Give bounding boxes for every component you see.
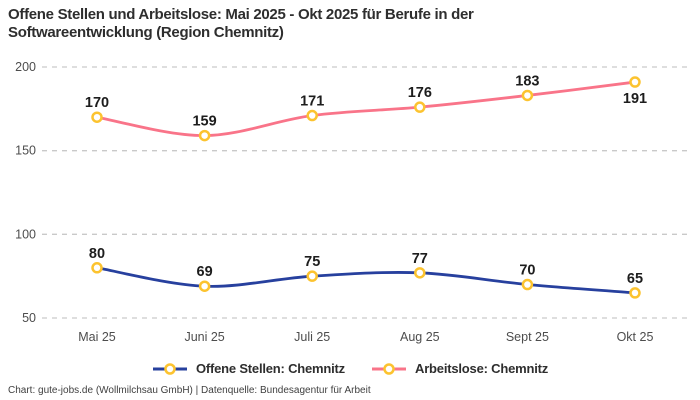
source-attribution: Chart: gute-jobs.de (Wollmilchsau GmbH) … <box>8 385 371 396</box>
legend-swatch-pink-line-icon <box>372 362 406 375</box>
legend: Offene Stellen: Chemnitz Arbeitslose: Ch… <box>0 361 700 376</box>
gridlines <box>42 66 692 319</box>
svg-text:100: 100 <box>15 227 36 241</box>
svg-text:171: 171 <box>300 94 324 110</box>
y-axis-tick-labels: 50 100 150 200 <box>15 60 36 325</box>
svg-text:80: 80 <box>89 246 105 262</box>
svg-text:Aug 25: Aug 25 <box>400 330 440 344</box>
svg-text:77: 77 <box>412 251 428 267</box>
svg-text:69: 69 <box>197 264 213 280</box>
svg-text:159: 159 <box>192 114 216 130</box>
svg-text:191: 191 <box>623 91 647 107</box>
svg-text:170: 170 <box>85 95 109 111</box>
data-point-labels: 80 69 75 77 70 65 170 159 171 176 183 191 <box>85 73 647 286</box>
svg-text:65: 65 <box>627 271 643 287</box>
svg-text:Okt 25: Okt 25 <box>617 330 654 344</box>
svg-text:50: 50 <box>22 311 36 325</box>
svg-text:176: 176 <box>408 85 432 101</box>
chart-title: Offene Stellen und Arbeitslose: Mai 2025… <box>8 6 474 42</box>
svg-text:75: 75 <box>304 254 320 270</box>
svg-text:183: 183 <box>515 73 539 89</box>
svg-text:70: 70 <box>519 263 535 279</box>
svg-text:200: 200 <box>15 60 36 74</box>
legend-item-arbeitslose[interactable]: Arbeitslose: Chemnitz <box>371 361 548 376</box>
series-lines <box>95 80 637 295</box>
svg-text:Juli 25: Juli 25 <box>294 330 330 344</box>
legend-label-arbeitslose: Arbeitslose: Chemnitz <box>415 361 549 376</box>
legend-item-offene-stellen[interactable]: Offene Stellen: Chemnitz <box>152 361 345 376</box>
legend-label-offene-stellen: Offene Stellen: Chemnitz <box>195 361 345 376</box>
svg-text:Sept 25: Sept 25 <box>506 330 549 344</box>
x-axis-tick-labels: Mai 25 Juni 25 Juli 25 Aug 25 Sept 25 Okt 25 <box>78 330 653 344</box>
series-markers <box>91 76 641 299</box>
svg-text:Mai 25: Mai 25 <box>78 330 116 344</box>
svg-text:150: 150 <box>15 144 36 158</box>
legend-swatch-blue-line-icon <box>152 362 187 375</box>
svg-text:Juni 25: Juni 25 <box>184 330 224 344</box>
